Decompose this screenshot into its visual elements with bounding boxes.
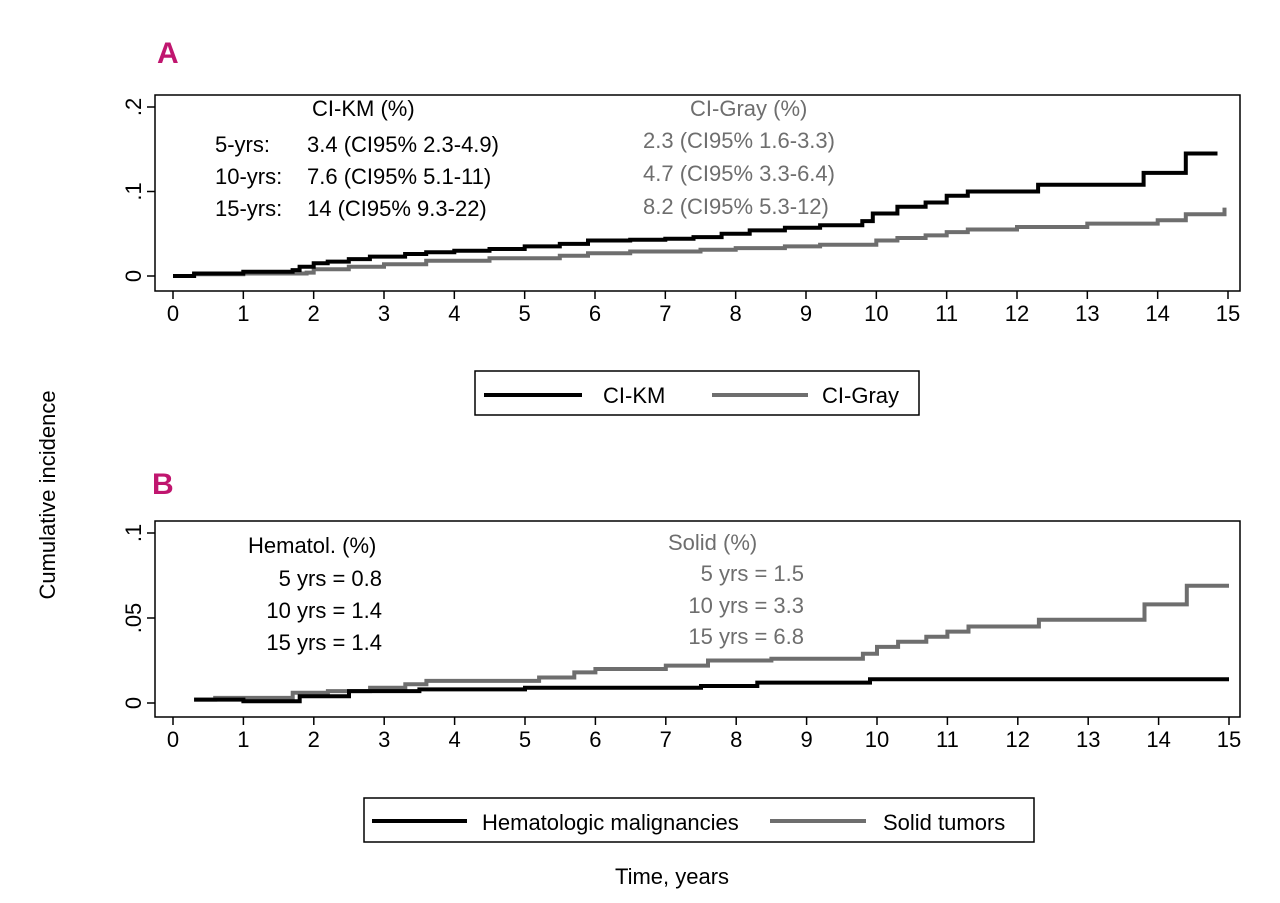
y-tick-label: .2 (121, 98, 146, 116)
ci-km-10yr-value: 7.6 (CI95% 5.1-11) (307, 164, 491, 189)
ci-gray-15yr-value: 8.2 (CI95% 5.3-12) (643, 194, 829, 219)
x-tick-label: 1 (237, 727, 249, 752)
y-tick-label: 0 (121, 270, 146, 282)
x-tick-label: 12 (1005, 301, 1029, 326)
x-tick-label: 8 (730, 301, 742, 326)
panel-b-legend-box (363, 797, 1035, 843)
legend-label-solid: Solid tumors (883, 810, 1005, 835)
x-tick-label: 3 (378, 301, 390, 326)
hematol-5yr: 5 yrs = 0.8 (279, 566, 382, 591)
ci-gray-header: CI-Gray (%) (690, 96, 807, 121)
x-tick-label: 10 (865, 727, 889, 752)
x-tick-label: 0 (167, 301, 179, 326)
y-axis-title: Cumulative incidence (35, 390, 60, 599)
series-line-hematologic-malignancies (194, 677, 1229, 704)
x-tick-label: 11 (936, 727, 959, 752)
series-line-ci-gray (173, 207, 1227, 278)
x-tick-label: 5 (519, 301, 531, 326)
x-tick-label: 2 (308, 727, 320, 752)
legend-label-ci-gray: CI-Gray (822, 383, 899, 408)
ci-km-5yr-value: 3.4 (CI95% 2.3-4.9) (307, 132, 499, 157)
x-tick-label: 15 (1216, 301, 1240, 326)
panel-b-frame (154, 520, 1241, 718)
ci-km-header: CI-KM (%) (312, 96, 415, 121)
legend-label-ci-km: CI-KM (603, 383, 665, 408)
panel-b-letter: B (152, 468, 174, 501)
solid-5yr: 5 yrs = 1.5 (701, 561, 804, 586)
hematol-15yr: 15 yrs = 1.4 (266, 630, 382, 655)
panel-a-letter: A (157, 37, 179, 70)
x-axis-title: Time, years (615, 864, 729, 889)
x-tick-label: 4 (448, 301, 460, 326)
x-tick-label: 3 (378, 727, 390, 752)
panel-a-legend: CI-KM CI-Gray (474, 370, 920, 416)
x-tick-label: 14 (1145, 301, 1169, 326)
ci-km-10yr-label: 10-yrs: (215, 164, 282, 189)
panel-b-legend: Hematologic malignancies Solid tumors (363, 797, 1035, 843)
x-tick-label: 12 (1006, 727, 1030, 752)
series-line-ci-km (173, 151, 1218, 278)
x-tick-label: 5 (519, 727, 531, 752)
panel-a-plot-area: 0 1 2 3 4 5 6 7 8 9 10 11 12 13 14 150.1.2 (121, 94, 1241, 326)
panel-a: A 0 1 2 3 4 5 6 7 8 9 10 11 12 13 14 150.1.2 CI-KM (%) … (121, 37, 1241, 416)
x-tick-label: 9 (800, 727, 812, 752)
ci-gray-10yr-value: 4.7 (CI95% 3.3-6.4) (643, 161, 835, 186)
hematol-header: Hematol. (%) (248, 533, 376, 558)
ci-km-15yr-label: 15-yrs: (215, 196, 282, 221)
x-tick-label: 8 (730, 727, 742, 752)
y-tick-label: .1 (121, 182, 146, 200)
panel-a-frame (154, 94, 1241, 292)
solid-10yr: 10 yrs = 3.3 (688, 593, 804, 618)
x-tick-label: 10 (864, 301, 888, 326)
x-tick-label: 7 (660, 727, 672, 752)
x-tick-label: 4 (448, 727, 460, 752)
x-tick-label: 6 (589, 301, 601, 326)
y-tick-label: .1 (121, 524, 146, 542)
y-tick-label: 0 (121, 697, 146, 709)
x-tick-label: 15 (1217, 727, 1241, 752)
x-tick-label: 6 (589, 727, 601, 752)
panel-b-plot-area: 0 1 2 3 4 5 6 7 8 9 10 11 12 13 14 150.05.1 (121, 520, 1241, 752)
panel-b: B 0 1 2 3 4 5 6 7 8 9 10 11 12 13 14 150.05.1 Hematol. … (121, 468, 1241, 843)
x-tick-label: 11 (935, 301, 958, 326)
hematol-10yr: 10 yrs = 1.4 (266, 598, 382, 623)
x-tick-label: 13 (1075, 301, 1099, 326)
ci-km-5yr-label: 5-yrs: (215, 132, 270, 157)
ci-gray-5yr-value: 2.3 (CI95% 1.6-3.3) (643, 128, 835, 153)
x-tick-label: 1 (237, 301, 249, 326)
solid-15yr: 15 yrs = 6.8 (688, 624, 804, 649)
y-tick-label: .05 (121, 603, 146, 634)
solid-header: Solid (%) (668, 530, 757, 555)
legend-label-hematologic: Hematologic malignancies (482, 810, 739, 835)
panel-a-annotations: CI-KM (%) 5-yrs: 3.4 (CI95% 2.3-4.9) 10-… (215, 96, 835, 221)
ci-km-15yr-value: 14 (CI95% 9.3-22) (307, 196, 487, 221)
x-tick-label: 0 (167, 727, 179, 752)
x-tick-label: 9 (800, 301, 812, 326)
x-tick-label: 14 (1146, 727, 1170, 752)
panel-b-annotations: Hematol. (%) 5 yrs = 0.8 10 yrs = 1.4 15… (248, 530, 804, 655)
x-tick-label: 7 (659, 301, 671, 326)
x-tick-label: 2 (308, 301, 320, 326)
x-tick-label: 13 (1076, 727, 1100, 752)
